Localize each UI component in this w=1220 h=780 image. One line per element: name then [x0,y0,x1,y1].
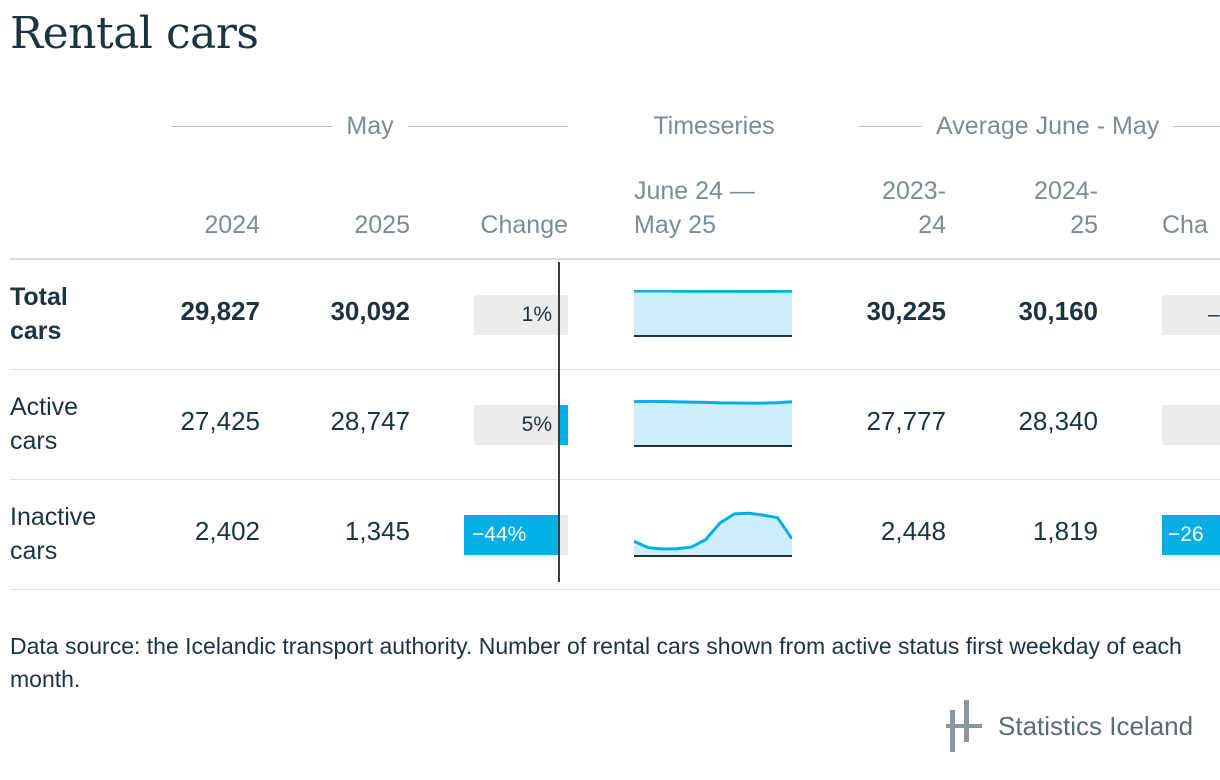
col-header-timeseries: June 24 — May 25 [634,177,755,239]
value-avg-2023-24: 2,448 [880,516,946,546]
change-zero-line [558,262,560,582]
group-header-average: Average June - May [858,110,1220,142]
avg-change-bar [1162,295,1220,335]
group-header-timeseries: Timeseries [653,111,775,140]
row-label-line2: cars [10,427,58,455]
avg-change-label: –0 [1208,303,1220,326]
value-avg-2023-24: 30,225 [866,296,946,326]
value-may-2024: 29,827 [180,296,260,326]
row-label: Active cars [10,390,150,458]
timeseries-sparkline [634,290,792,337]
row-label: Total cars [10,280,150,348]
value-may-2025: 30,092 [330,296,410,326]
col-header-2025: 2025 [354,211,410,239]
change-label: −44% [472,523,527,546]
page-title: Rental cars [10,8,259,59]
value-may-2024: 2,402 [194,516,260,546]
avg-change-label [1168,405,1220,445]
value-avg-2024-25: 28,340 [1018,406,1098,436]
value-avg-2024-25: 1,819 [1032,516,1098,546]
change-bar [558,405,568,445]
table-row: Active cars 27,425 28,747 5% 27,777 28,340 [0,370,1220,480]
row-label-line2: cars [10,317,62,345]
sparkline-line [634,511,792,551]
row-divider [10,479,1220,480]
sparkline-area [634,401,792,446]
avg-change-bar [1162,515,1220,555]
col-header-2024: 2024 [204,211,260,239]
group-header-may: May [172,110,569,142]
value-avg-2024-25: 30,160 [1018,296,1098,326]
col-header-change: Change [480,211,568,239]
value-may-2025: 28,747 [330,406,410,436]
row-divider [10,369,1220,370]
row-label-line1: Total [10,283,68,311]
value-may-2024: 27,425 [180,406,260,436]
change-bar-track [474,295,568,335]
sparkline-line [634,290,792,293]
col-header-avg-2024-25: 2024- 25 [1034,177,1098,239]
statistics-iceland-logo: Statistics Iceland [946,700,1193,752]
sparkline-area [634,513,792,556]
header-divider [10,258,1220,260]
data-source-note: Data source: the Icelandic transport aut… [10,633,1182,692]
table-row: Total cars 29,827 30,092 1% 30,225 30,160 –0 [0,260,1220,370]
change-label: 5% [521,413,552,436]
value-may-2025: 1,345 [344,516,410,546]
row-divider [10,589,1220,590]
row-label-line1: Inactive [10,503,97,531]
timeseries-sparkline [634,511,792,557]
sparkline-area [634,290,792,336]
change-label: 1% [521,303,552,326]
avg-change-label: −26 [1168,523,1204,546]
avg-change-bar [1162,405,1220,445]
col-header-avg-change: Cha [1162,211,1208,239]
col-header-avg-2023-24: 2023- 24 [882,177,946,239]
change-bar [464,515,558,555]
timeseries-sparkline [634,400,792,447]
value-avg-2023-24: 27,777 [866,406,946,436]
change-bar-track [474,405,568,445]
statistics-iceland-logo-icon [946,700,982,752]
row-label-line1: Active [10,393,79,421]
sparkline-line [634,400,792,405]
table-row: Inactive cars 2,402 1,345 −44% 2,448 1,819 −26 [0,480,1220,590]
row-label: Inactive cars [10,500,150,568]
row-label-line2: cars [10,537,58,565]
